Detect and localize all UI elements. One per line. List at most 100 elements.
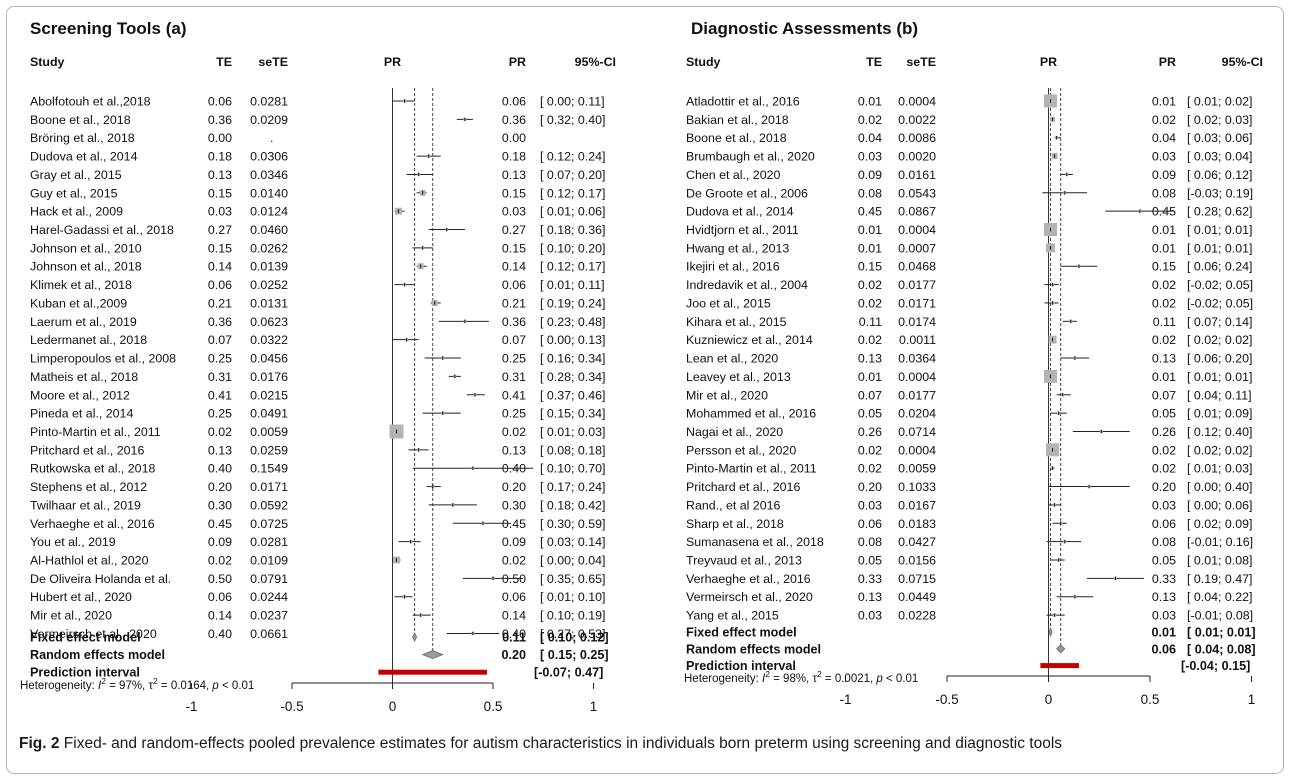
- study-name: Matheis et al., 2018: [30, 370, 138, 384]
- study-name: Chen et al., 2020: [686, 168, 780, 182]
- study-pr: 0.09: [502, 535, 526, 549]
- study-ci: [-0.02; 0.05]: [1187, 296, 1253, 310]
- study-name: Limperopoulos et al., 2008: [30, 352, 176, 366]
- study-row: Sumanasena et al., 2018 0.08 0.0427 0.08 [-0…: [686, 535, 1253, 549]
- study-row: Matheis et al., 2018 0.31 0.0176 0.31 [ 0.28…: [30, 370, 605, 384]
- study-te: 0.25: [208, 352, 232, 366]
- study-sete: 0.0131: [250, 296, 288, 310]
- x-axis-tick-label: -1: [839, 692, 851, 707]
- study-ci: [ 0.28; 0.62]: [1187, 205, 1252, 219]
- study-te: 0.40: [208, 462, 232, 476]
- study-name: Vermeirsch et al., 2020: [30, 627, 157, 641]
- study-te: 0.09: [208, 535, 232, 549]
- study-ci: [ 0.10; 0.19]: [540, 609, 605, 623]
- study-name: Hwang et al., 2013: [686, 241, 789, 255]
- study-sete: 0.0004: [898, 370, 936, 384]
- study-row: Abolfotouh et al.,2018 0.06 0.0281 0.06 [ 0.…: [30, 95, 605, 109]
- study-sete: 0.0259: [250, 443, 288, 457]
- study-pr: 0.03: [1152, 609, 1176, 623]
- study-te: 0.01: [858, 223, 882, 237]
- study-name: Sharp et al., 2018: [686, 517, 784, 531]
- study-pr: 0.02: [1152, 443, 1176, 457]
- figure-caption: Fig. 2 Fixed- and random-effects pooled …: [19, 733, 1269, 755]
- study-row: Rutkowska et al., 2018 0.40 0.1549 0.40[ 0.…: [30, 462, 605, 476]
- study-ci: [ 0.12; 0.40]: [1187, 425, 1252, 439]
- study-te: 0.33: [858, 572, 882, 586]
- study-te: 0.05: [858, 554, 882, 568]
- study-te: 0.40: [208, 627, 232, 641]
- study-row: Leavey et al., 2013 0.01 0.0004 0.01 [ 0.01;…: [686, 369, 1252, 384]
- study-te: 0.30: [208, 498, 232, 512]
- study-te: 0.13: [858, 590, 882, 604]
- forest-panel-diagnostic: Diagnostic Assessments (b) Study TE seTE PR P…: [684, 19, 1263, 707]
- study-pr: 0.03: [1152, 150, 1176, 164]
- study-ci: [-0.01; 0.16]: [1187, 535, 1253, 549]
- x-axis-tick-label: -1: [185, 699, 197, 714]
- study-name: Rutkowska et al., 2018: [30, 462, 155, 476]
- study-row: Indredavik et al., 2004 0.02 0.0177 0.02 [-0…: [686, 278, 1253, 292]
- study-sete: 0.0004: [898, 443, 936, 457]
- study-sete: 0.0139: [250, 260, 288, 274]
- study-pr: 0.41: [502, 388, 526, 402]
- study-pr: 0.36: [502, 113, 526, 127]
- study-pr: 0.02: [502, 425, 526, 439]
- study-ci: [ 0.01; 0.01]: [1187, 241, 1252, 255]
- study-sete: 0.0252: [250, 278, 288, 292]
- study-sete: 0.0161: [898, 168, 936, 182]
- study-name: Joo et al., 2015: [686, 296, 771, 310]
- random-effects-diamond: [421, 650, 444, 660]
- study-te: 0.31: [208, 370, 232, 384]
- study-pr: 0.15: [1152, 260, 1176, 274]
- study-ci: [ 0.35; 0.65]: [540, 572, 605, 586]
- study-ci: [ 0.01; 0.02]: [1187, 95, 1252, 109]
- study-name: Dudova et al., 2014: [30, 150, 138, 164]
- study-row: Bakian et al., 2018 0.02 0.0022 0.02 [ 0.02;…: [686, 113, 1252, 127]
- study-te: 0.02: [858, 333, 882, 347]
- study-ci: [ 0.37; 0.46]: [540, 388, 605, 402]
- study-name: Verhaeghe et al., 2016: [686, 572, 811, 586]
- study-ci: [ 0.06; 0.20]: [1187, 352, 1252, 366]
- study-ci: [ 0.19; 0.24]: [540, 296, 605, 310]
- study-name: Yang et al., 2015: [686, 609, 779, 623]
- study-te: 0.41: [208, 388, 232, 402]
- study-name: Guy et al., 2015: [30, 186, 118, 200]
- study-row: Pinto-Martin et al., 2011 0.02 0.0059 0.02 […: [686, 462, 1252, 476]
- study-row: Johnson et al., 2010 0.15 0.0262 0.15 [ 0.10…: [30, 241, 605, 255]
- study-sete: 0.1033: [898, 480, 936, 494]
- study-pr: 0.18: [502, 150, 526, 164]
- study-pr: 0.02: [1152, 113, 1176, 127]
- summary-pr: 0.06: [1151, 642, 1176, 656]
- study-sete: 0.0725: [250, 517, 288, 531]
- study-pr: 0.25: [502, 352, 526, 366]
- study-pr: 0.00: [502, 131, 526, 145]
- study-pr: 0.06: [502, 95, 526, 109]
- column-header-ci: 95%-CI: [575, 55, 616, 69]
- study-name: Kuzniewicz et al., 2014: [686, 333, 813, 347]
- study-name: Leavey et al., 2013: [686, 370, 791, 384]
- study-row: Atladottir et al., 2016 0.01 0.0004 0.01 [ 0…: [686, 94, 1252, 109]
- study-pr: 0.25: [502, 407, 526, 421]
- study-ci: [ 0.02; 0.03]: [1187, 113, 1252, 127]
- summary-label: Prediction interval: [686, 659, 796, 673]
- study-ci: [ 0.12; 0.17]: [540, 260, 605, 274]
- study-name: You et al., 2019: [30, 535, 116, 549]
- study-name: Persson et al., 2020: [686, 443, 796, 457]
- study-sete: 0.0059: [250, 425, 288, 439]
- study-sete: 0.0456: [250, 352, 288, 366]
- study-te: 0.01: [858, 370, 882, 384]
- study-sete: 0.0867: [898, 205, 936, 219]
- study-pr: 0.03: [502, 205, 526, 219]
- study-te: 0.15: [208, 241, 232, 255]
- study-pr: 0.20: [1152, 480, 1176, 494]
- study-sete: 0.0543: [898, 186, 936, 200]
- study-row: Pritchard et al., 2016 0.20 0.1033 0.20 [ 0.…: [686, 480, 1252, 494]
- study-row: Sharp et al., 2018 0.06 0.0183 0.06 [ 0.02; …: [686, 517, 1252, 531]
- summary-ci: [-0.04; 0.15]: [1181, 659, 1250, 673]
- fixed-effect-row: Fixed effect model 0.01 [ 0.01; 0.01]: [686, 626, 1256, 640]
- study-pr: 0.08: [1152, 186, 1176, 200]
- study-te: 0.01: [858, 241, 882, 255]
- study-sete: 0.0109: [250, 554, 288, 568]
- study-row: Yang et al., 2015 0.03 0.0228 0.03 [-0.01; 0…: [686, 609, 1253, 623]
- x-axis-tick-label: 0: [389, 699, 397, 714]
- study-row: Laerum et al., 2019 0.36 0.0623 0.36 [ 0.23;…: [30, 315, 605, 329]
